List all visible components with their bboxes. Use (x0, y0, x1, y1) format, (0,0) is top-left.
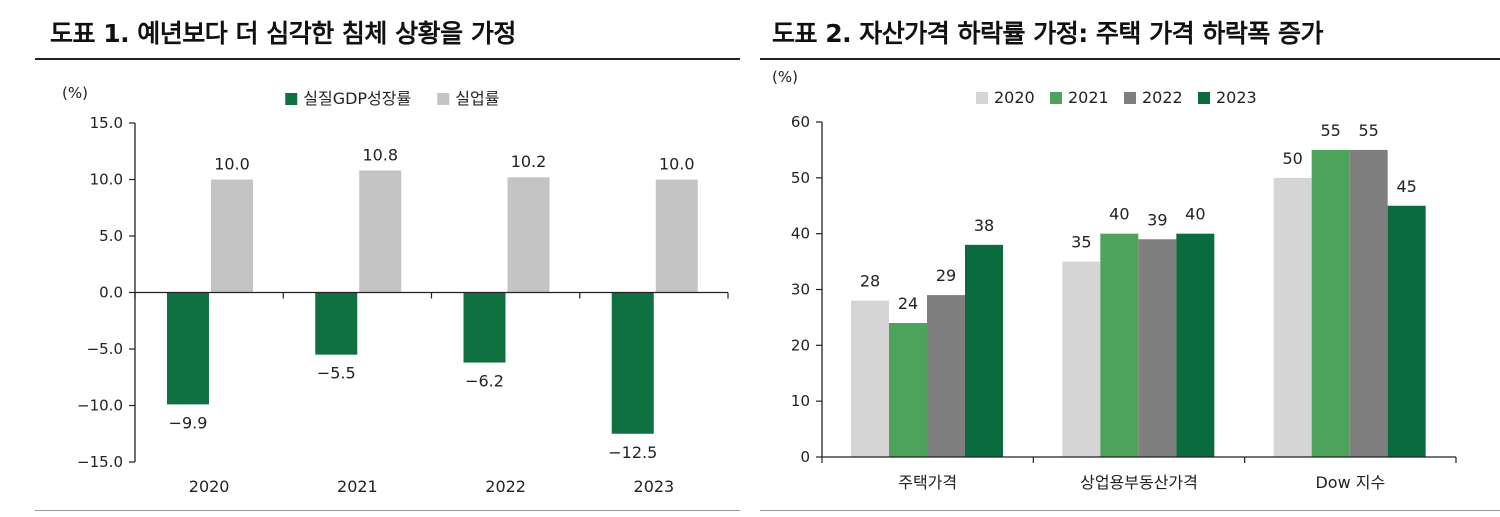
y-tick-label: 10 (791, 392, 810, 410)
x-tick-label: 2021 (337, 477, 378, 496)
y-tick-label: 40 (791, 225, 810, 243)
data-label: 55 (1358, 121, 1378, 140)
y-tick-label: 5.0 (99, 227, 123, 245)
bar (211, 179, 253, 293)
bar (1349, 149, 1388, 457)
x-tick-label: 2022 (485, 477, 526, 496)
data-label: −12.5 (608, 443, 657, 462)
chart-panel-asset-prices: 도표 2. 자산가격 하락률 가정: 주택 가격 하락폭 증가 (%) 2020 2… (760, 0, 1500, 517)
data-label: 10.8 (362, 145, 398, 164)
data-label: 50 (1282, 149, 1302, 168)
bar (359, 170, 402, 293)
y-tick-label: 10.0 (90, 171, 123, 189)
legend-swatch (437, 93, 450, 105)
bar (1062, 261, 1101, 457)
y-tick-label: 0.0 (99, 284, 123, 302)
bar (1176, 233, 1215, 457)
y-tick-label: −10.0 (77, 397, 123, 415)
gdp-unemployment-chart: (%) 실질GDP성장률 실업률 15.0 10.0 5.0 0.0 −5.0 −10.0 −15… (62, 84, 729, 496)
legend-label: 2020 (994, 88, 1035, 107)
data-label: 28 (860, 272, 880, 291)
y-tick-label: 60 (791, 113, 810, 131)
bottom-divider (35, 510, 740, 511)
data-label: 35 (1071, 233, 1091, 252)
x-tick-label: 2023 (634, 477, 675, 496)
y-tick-label: 30 (791, 281, 810, 299)
bar (889, 323, 927, 457)
x-tick-label: Dow 지수 (1315, 473, 1385, 492)
bar (611, 292, 654, 434)
y-tick-label: 20 (791, 336, 810, 354)
title-divider (760, 58, 1500, 60)
legend-swatch (1198, 92, 1210, 104)
bar (655, 179, 698, 293)
bar (1387, 205, 1426, 457)
bar (851, 300, 889, 457)
data-label: −6.2 (465, 372, 504, 391)
data-label: −5.5 (317, 364, 356, 383)
chart-title: 도표 1. 예년보다 더 심각한 침체 상황을 가정 (50, 19, 516, 48)
bar (965, 244, 1003, 457)
y-tick-label: −5.0 (87, 340, 123, 358)
bar (315, 292, 358, 355)
bar (1138, 239, 1177, 457)
data-label: 10.0 (659, 155, 695, 174)
bar (507, 177, 550, 293)
legend-swatch (1124, 92, 1136, 104)
legend-label: 2021 (1068, 88, 1109, 107)
data-label: 55 (1320, 121, 1340, 140)
y-tick-label: 50 (791, 169, 810, 187)
legend-swatch (285, 93, 298, 105)
bottom-divider (760, 510, 1500, 511)
data-label: 38 (974, 216, 994, 235)
data-label: −9.9 (169, 413, 208, 432)
asset-price-decline-chart: (%) 2020 2021 2022 2023 60 50 40 30 20 10 0 28 24 29 38… (772, 68, 1457, 492)
x-tick-label: 2020 (189, 477, 230, 496)
data-label: 40 (1109, 205, 1129, 224)
chart-panel-gdp-unemployment: 도표 1. 예년보다 더 심각한 침체 상황을 가정 (%) 실질GDP성장률 실업… (0, 0, 745, 517)
data-label: 40 (1185, 205, 1205, 224)
bar (1100, 233, 1139, 457)
bar (927, 295, 965, 457)
legend-label: 실업률 (455, 89, 499, 108)
y-tick-label: 0 (800, 448, 810, 466)
chart-title: 도표 2. 자산가격 하락률 가정: 주택 가격 하락폭 증가 (772, 19, 1324, 48)
x-tick-label: 상업용부동산가격 (1080, 473, 1198, 492)
unit-label: (%) (772, 68, 798, 86)
legend-label: 실질GDP성장률 (303, 89, 411, 108)
unit-label: (%) (62, 84, 88, 102)
data-label: 24 (898, 294, 918, 313)
data-label: 39 (1147, 210, 1167, 229)
legend-swatch (1050, 92, 1062, 104)
legend-label: 2022 (1142, 88, 1183, 107)
legend-label: 2023 (1216, 88, 1257, 107)
bar (167, 292, 209, 405)
data-label: 10.2 (511, 152, 547, 171)
bar (1273, 177, 1312, 458)
x-tick-label: 주택가격 (898, 473, 957, 492)
data-label: 10.0 (214, 155, 250, 174)
legend-swatch (976, 92, 988, 104)
data-label: 45 (1396, 177, 1416, 196)
data-label: 29 (936, 266, 956, 285)
y-tick-label: 15.0 (90, 114, 123, 132)
title-divider (35, 58, 740, 60)
bar (463, 292, 506, 363)
y-tick-label: −15.0 (77, 453, 123, 471)
bar (1311, 149, 1350, 457)
